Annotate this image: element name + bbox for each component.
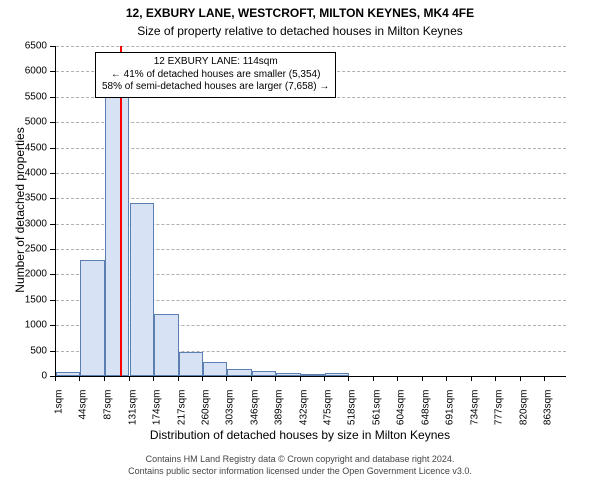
xtick-mark: [397, 376, 398, 381]
xtick-mark: [324, 376, 325, 381]
xtick-label: 389sqm: [274, 390, 285, 438]
xtick-label: 303sqm: [225, 390, 236, 438]
ytick-mark: [50, 148, 55, 149]
chart-title-line2: Size of property relative to detached ho…: [0, 24, 600, 38]
xtick-label: 777sqm: [494, 390, 505, 438]
xtick-label: 260sqm: [200, 390, 211, 438]
xtick-label: 863sqm: [543, 390, 554, 438]
xtick-label: 561sqm: [371, 390, 382, 438]
ytick-mark: [50, 122, 55, 123]
xtick-label: 648sqm: [421, 390, 432, 438]
footer-text: Contains HM Land Registry data © Crown c…: [0, 454, 600, 477]
ytick-mark: [50, 71, 55, 72]
xtick-mark: [471, 376, 472, 381]
ytick-label: 0: [0, 371, 47, 382]
ytick-label: 6000: [0, 66, 47, 77]
histogram-bar: [154, 314, 178, 376]
ytick-label: 4000: [0, 167, 47, 178]
xtick-label: 820sqm: [518, 390, 529, 438]
ytick-label: 5000: [0, 117, 47, 128]
ytick-label: 1500: [0, 294, 47, 305]
ytick-mark: [50, 300, 55, 301]
xtick-mark: [446, 376, 447, 381]
histogram-bar: [325, 373, 349, 376]
ytick-label: 6500: [0, 41, 47, 52]
xtick-label: 217sqm: [176, 390, 187, 438]
xtick-mark: [129, 376, 130, 381]
xtick-label: 87sqm: [102, 390, 113, 438]
ytick-label: 3500: [0, 193, 47, 204]
xtick-label: 44sqm: [78, 390, 89, 438]
xtick-mark: [251, 376, 252, 381]
ytick-label: 4500: [0, 142, 47, 153]
xtick-label: 518sqm: [347, 390, 358, 438]
ytick-mark: [50, 198, 55, 199]
ytick-mark: [50, 173, 55, 174]
xtick-mark: [275, 376, 276, 381]
xtick-label: 734sqm: [469, 390, 480, 438]
histogram-bar: [56, 372, 80, 376]
ytick-mark: [50, 249, 55, 250]
ytick-mark: [50, 46, 55, 47]
xtick-label: 346sqm: [249, 390, 260, 438]
xtick-label: 1sqm: [54, 390, 65, 438]
ytick-mark: [50, 97, 55, 98]
ytick-label: 3000: [0, 218, 47, 229]
xtick-mark: [520, 376, 521, 381]
histogram-bar: [105, 73, 129, 376]
ytick-mark: [50, 351, 55, 352]
histogram-bar: [80, 260, 104, 376]
xtick-label: 174sqm: [152, 390, 163, 438]
histogram-bar: [252, 371, 276, 376]
xtick-mark: [495, 376, 496, 381]
xtick-mark: [300, 376, 301, 381]
ytick-mark: [50, 274, 55, 275]
xtick-label: 691sqm: [445, 390, 456, 438]
histogram-bar: [276, 373, 300, 376]
ytick-label: 500: [0, 345, 47, 356]
histogram-bar: [130, 203, 154, 376]
footer-line1: Contains HM Land Registry data © Crown c…: [0, 454, 600, 466]
xtick-mark: [202, 376, 203, 381]
chart-title-line1: 12, EXBURY LANE, WESTCROFT, MILTON KEYNE…: [0, 6, 600, 20]
y-axis-label: Number of detached properties: [13, 110, 27, 310]
histogram-bar: [203, 362, 227, 376]
xtick-label: 131sqm: [127, 390, 138, 438]
xtick-mark: [544, 376, 545, 381]
footer-line2: Contains public sector information licen…: [0, 466, 600, 478]
xtick-mark: [178, 376, 179, 381]
xtick-mark: [348, 376, 349, 381]
histogram-bar: [179, 352, 203, 376]
xtick-mark: [79, 376, 80, 381]
xtick-label: 475sqm: [322, 390, 333, 438]
xtick-mark: [373, 376, 374, 381]
grid-line: [56, 148, 566, 150]
ytick-label: 2500: [0, 244, 47, 255]
xtick-mark: [226, 376, 227, 381]
grid-line: [56, 122, 566, 124]
xtick-label: 432sqm: [298, 390, 309, 438]
grid-line: [56, 198, 566, 200]
grid-line: [56, 46, 566, 48]
xtick-mark: [153, 376, 154, 381]
ytick-label: 5500: [0, 91, 47, 102]
annotation-line1: 12 EXBURY LANE: 114sqm: [102, 56, 329, 69]
annotation-line3: 58% of semi-detached houses are larger (…: [102, 81, 329, 94]
ytick-mark: [50, 325, 55, 326]
xtick-mark: [422, 376, 423, 381]
ytick-mark: [50, 224, 55, 225]
histogram-bar: [227, 369, 251, 376]
histogram-bar: [301, 374, 325, 376]
ytick-label: 1000: [0, 320, 47, 331]
xtick-mark: [104, 376, 105, 381]
annotation-box: 12 EXBURY LANE: 114sqm ← 41% of detached…: [95, 52, 336, 98]
xtick-mark: [55, 376, 56, 381]
ytick-label: 2000: [0, 269, 47, 280]
annotation-line2: ← 41% of detached houses are smaller (5,…: [102, 69, 329, 82]
grid-line: [56, 173, 566, 175]
xtick-label: 604sqm: [396, 390, 407, 438]
